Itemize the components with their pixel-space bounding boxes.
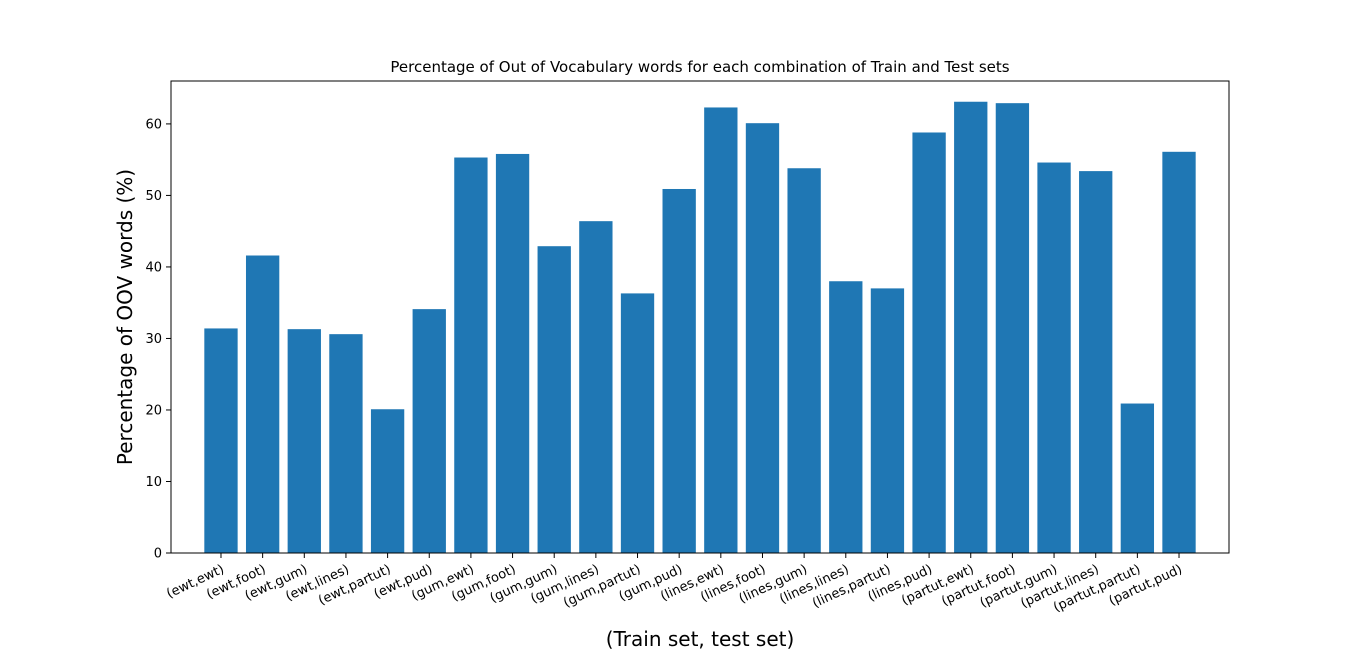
y-tick-label-0: 0 [154, 547, 162, 562]
bar-11 [662, 188, 696, 554]
bar-16 [870, 288, 905, 553]
bar-15 [829, 281, 863, 553]
x-axis-label: (Train set, test set) [606, 627, 795, 651]
y-tick-label-2: 20 [145, 403, 162, 418]
bar-6 [454, 157, 488, 553]
bar-8 [537, 246, 571, 553]
plot-frame [170, 80, 1230, 554]
bar-12 [704, 107, 738, 554]
bar-22 [1120, 403, 1155, 553]
bar-7 [495, 153, 530, 553]
bar-20 [1037, 162, 1071, 553]
bars-group [204, 101, 1196, 554]
bar-5 [412, 309, 446, 553]
y-axis-label: Percentage of OOV words (%) [113, 169, 137, 465]
x-axis: (ewt,ewt)(ewt,foot)(ewt,gum)(ewt,lines)(… [164, 553, 1185, 615]
bar-1 [245, 255, 280, 553]
bar-19 [995, 103, 1030, 554]
y-tick-label-4: 40 [145, 260, 162, 275]
y-tick-label-1: 10 [145, 475, 162, 490]
bar-23 [1162, 151, 1196, 554]
bar-18 [954, 101, 988, 554]
bar-9 [579, 221, 613, 554]
bar-0 [204, 328, 238, 553]
bar-14 [787, 168, 821, 553]
bar-10 [620, 293, 655, 553]
y-tick-label-5: 50 [145, 189, 162, 204]
y-tick-label-3: 30 [145, 332, 162, 347]
y-axis: 0 10 20 30 40 50 60 [145, 117, 171, 562]
bar-13 [745, 123, 780, 553]
bar-21 [1079, 171, 1113, 554]
bar-2 [287, 329, 321, 553]
bar-4 [370, 409, 405, 553]
chart-title: Percentage of Out of Vocabulary words fo… [390, 58, 1009, 76]
bar-3 [329, 334, 363, 553]
bar-17 [912, 132, 946, 554]
y-tick-label-6: 60 [145, 117, 162, 132]
